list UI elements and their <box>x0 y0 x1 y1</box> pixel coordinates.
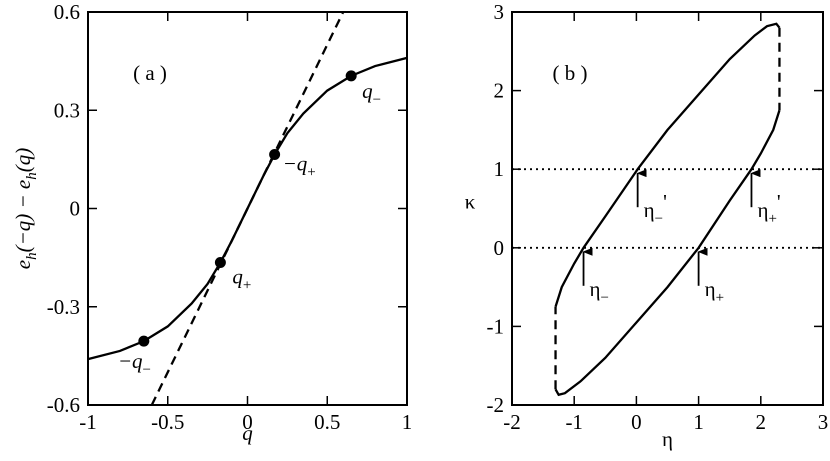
label-text: η <box>705 277 716 301</box>
point-label: q− <box>362 79 381 108</box>
line-series <box>554 109 781 397</box>
label-sub: h <box>24 252 40 260</box>
label-sub: − <box>601 290 609 306</box>
annotation-label: η+' <box>757 190 780 227</box>
point-label: q+ <box>232 265 251 294</box>
label-suffix: ' <box>777 190 781 214</box>
y-axis-label: κ <box>465 190 476 214</box>
label-sub: − <box>373 92 381 108</box>
label-text: (q) <box>11 148 35 173</box>
y-axis-label: eh(−q) − eh(q) <box>11 148 40 269</box>
label-text: −q <box>118 349 143 373</box>
x-axis-label: η <box>662 427 673 451</box>
point <box>138 335 150 347</box>
x-tick-label: 3 <box>818 410 829 434</box>
label-sub: + <box>716 290 724 306</box>
x-tick-label: -2 <box>503 410 521 434</box>
label-text: e <box>11 260 35 269</box>
y-tick-label: -0.6 <box>47 393 80 417</box>
point <box>345 70 357 82</box>
label-text: (−q) − e <box>11 180 35 253</box>
annotation-label: η− <box>590 277 609 306</box>
label-text: η <box>644 198 655 222</box>
plot-frame <box>511 11 824 406</box>
y-tick-label: -2 <box>487 393 505 417</box>
point <box>214 257 226 269</box>
annotation-label: η+ <box>705 277 724 306</box>
label-sub: + <box>768 211 776 227</box>
y-tick-label: 0 <box>70 197 81 221</box>
y-tick-label: 2 <box>494 79 505 103</box>
y-tick-label: 1 <box>494 157 505 181</box>
x-tick-label: 0 <box>631 410 642 434</box>
x-tick-label: 0.5 <box>314 410 340 434</box>
panel-label: ( b ) <box>553 61 588 85</box>
label-text: η <box>590 277 601 301</box>
line-series <box>150 11 345 406</box>
label-sub: − <box>142 362 150 378</box>
y-tick-label: 0.3 <box>54 98 80 122</box>
x-tick-label: 0 <box>242 410 253 434</box>
x-tick-label: -0.5 <box>151 410 184 434</box>
x-tick-label: 1 <box>693 410 704 434</box>
plot-frame <box>87 11 408 406</box>
label-sub: + <box>307 164 315 180</box>
label-sub: + <box>243 278 251 294</box>
x-tick-label: 2 <box>756 410 767 434</box>
point-label: −q+ <box>283 151 316 180</box>
line-series <box>554 22 781 308</box>
y-tick-label: 3 <box>494 0 505 24</box>
y-tick-label: -1 <box>487 314 505 338</box>
label-text: q <box>362 79 373 103</box>
label-suffix: ' <box>663 190 667 214</box>
panel-label: ( a ) <box>133 61 167 85</box>
y-tick-label: 0 <box>494 236 505 260</box>
x-axis-label: q <box>242 421 253 445</box>
annotation-label: η−' <box>644 190 667 227</box>
label-text: −q <box>283 151 308 175</box>
x-tick-label: -1 <box>565 410 583 434</box>
x-tick-label: -1 <box>79 410 97 434</box>
label-text: q <box>232 265 243 289</box>
label-sub: − <box>655 211 663 227</box>
point <box>269 148 281 160</box>
y-tick-label: 0.6 <box>54 0 80 24</box>
y-tick-label: -0.3 <box>47 295 80 319</box>
label-text: η <box>757 198 768 222</box>
point-label: −q− <box>118 349 151 378</box>
x-tick-label: 1 <box>402 410 413 434</box>
label-sub: h <box>24 172 40 180</box>
